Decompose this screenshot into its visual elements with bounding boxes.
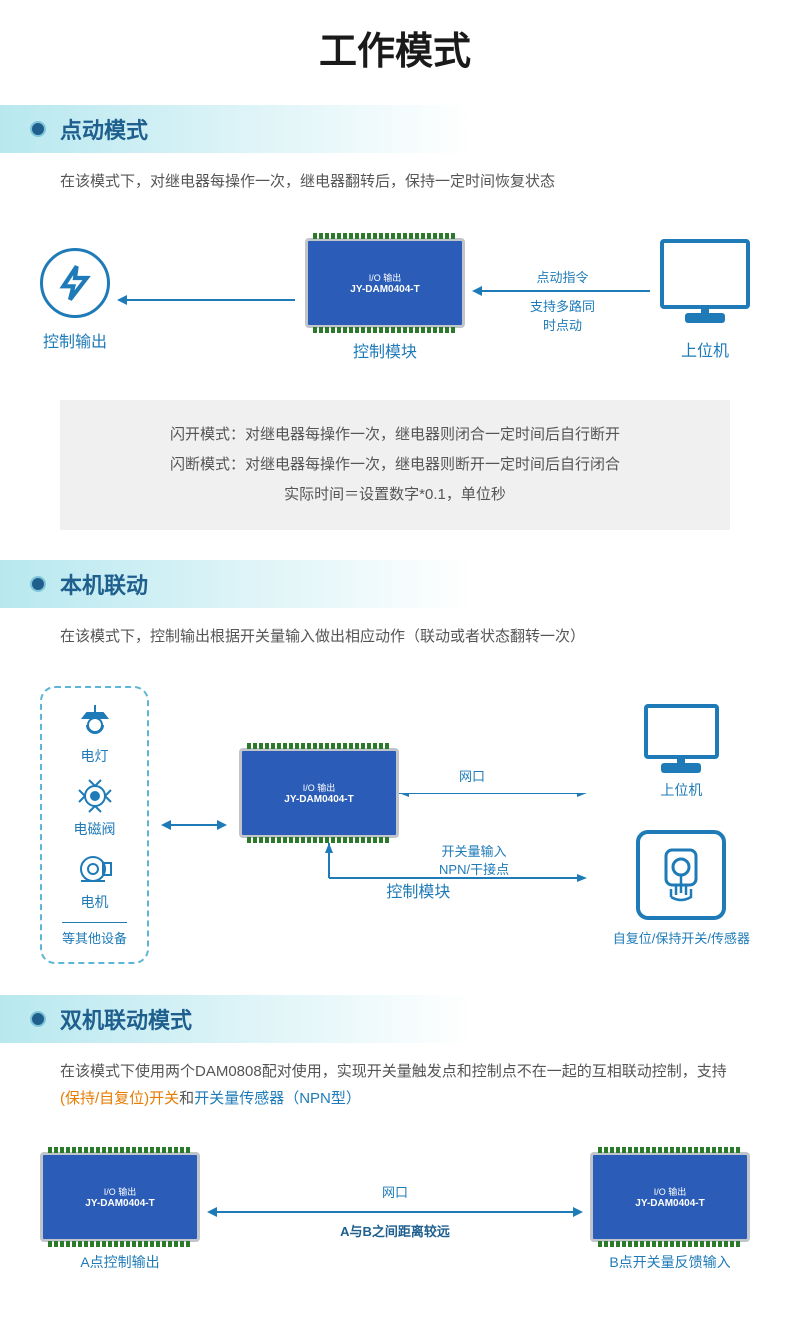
valve-icon	[75, 776, 115, 816]
right-group: 上位机 自复位/保持开关/传感器	[613, 704, 750, 947]
button-icon	[636, 830, 726, 920]
main-title: 工作模式	[0, 20, 790, 75]
sensor-node: 自复位/保持开关/传感器	[613, 830, 750, 947]
section1-title: 点动模式	[60, 113, 770, 145]
info-line2: 闪断模式：对继电器每操作一次，继电器则断开一定时间后自行闭合	[80, 450, 710, 480]
lightning-icon	[40, 248, 110, 318]
arrow1	[110, 299, 305, 301]
motor-icon	[75, 849, 115, 889]
info-line1: 闪开模式：对继电器每操作一次，继电器则闭合一定时间后自行断开	[80, 420, 710, 450]
lamp-icon	[75, 703, 115, 743]
device-icon: I/O 输出 JY-DAM0404-T	[305, 238, 465, 328]
valve-node: 电磁阀	[74, 776, 116, 839]
lamp-node: 电灯	[75, 703, 115, 766]
device-a: I/O 输出 JY-DAM0404-T A点控制输出	[40, 1152, 200, 1272]
other-label: 等其他设备	[62, 922, 127, 947]
device-b: I/O 输出 JY-DAM0404-T B点开关量反馈输入	[590, 1152, 750, 1272]
host-node-2: 上位机	[644, 704, 719, 800]
output-label: 控制输出	[43, 328, 107, 352]
section2-desc: 在该模式下，控制输出根据开关量输入做出相应动作（联动或者状态翻转一次）	[0, 623, 790, 650]
host-node: 上位机	[660, 239, 750, 361]
diagram3: I/O 输出 JY-DAM0404-T A点控制输出 网口 A与B之间距离较远 …	[0, 1137, 790, 1287]
center-module: I/O 输出 JY-DAM0404-T 控制模块 网口 开关量输入	[239, 748, 598, 902]
host-label: 上位机	[681, 337, 729, 361]
section3-desc: 在该模式下使用两个DAM0808配对使用，实现开关量触发点和控制点不在一起的互相…	[0, 1058, 790, 1112]
diagram2: 电灯 电磁阀 电机 等其他设备 I/O 输出	[0, 675, 790, 975]
devices-group: 电灯 电磁阀 电机 等其他设备	[40, 686, 149, 964]
section3-title-bar: 双机联动模式	[0, 995, 790, 1043]
section1-title-bar: 点动模式	[0, 105, 790, 153]
info-line3: 实际时间＝设置数字*0.1，单位秒	[80, 480, 710, 510]
section3-title: 双机联动模式	[60, 1003, 770, 1035]
motor-node: 电机	[75, 849, 115, 912]
module-node: I/O 输出 JY-DAM0404-T 控制模块	[305, 238, 465, 362]
device-icon-a: I/O 输出 JY-DAM0404-T	[40, 1152, 200, 1242]
output-node: 控制输出	[40, 248, 110, 352]
info-box: 闪开模式：对继电器每操作一次，继电器则闭合一定时间后自行断开 闪断模式：对继电器…	[60, 400, 730, 530]
monitor-icon-2	[644, 704, 719, 759]
section1-desc: 在该模式下，对继电器每操作一次，继电器翻转后，保持一定时间恢复状态	[0, 168, 790, 195]
center-conn: 网口 A与B之间距离较远	[210, 1184, 580, 1239]
module-label: 控制模块	[353, 338, 417, 362]
section2-title-bar: 本机联动	[0, 560, 790, 608]
arrow2: 点动指令 支持多路同 时点动	[465, 267, 660, 334]
diagram1: 控制输出 I/O 输出 JY-DAM0404-T 控制模块 点动指令 支持多路同…	[0, 220, 790, 380]
device-icon-b: I/O 输出 JY-DAM0404-T	[590, 1152, 750, 1242]
section2-title: 本机联动	[60, 568, 770, 600]
monitor-icon	[660, 239, 750, 309]
